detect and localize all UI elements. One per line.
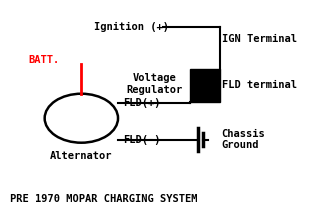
Text: FLD terminal: FLD terminal (222, 80, 297, 90)
Text: FLD(-): FLD(-) (123, 135, 160, 144)
Text: BATT.: BATT. (29, 55, 60, 65)
Text: Chassis
Ground: Chassis Ground (222, 129, 265, 150)
Text: Voltage
Regulator: Voltage Regulator (127, 73, 183, 95)
Text: Alternator: Alternator (50, 151, 113, 161)
Text: IGN Terminal: IGN Terminal (222, 35, 297, 44)
Bar (190, 69, 220, 102)
Text: PRE 1970 MOPAR CHARGING SYSTEM: PRE 1970 MOPAR CHARGING SYSTEM (10, 194, 197, 204)
Text: FLD(+): FLD(+) (123, 98, 160, 108)
Text: Ignition (+): Ignition (+) (94, 22, 169, 32)
